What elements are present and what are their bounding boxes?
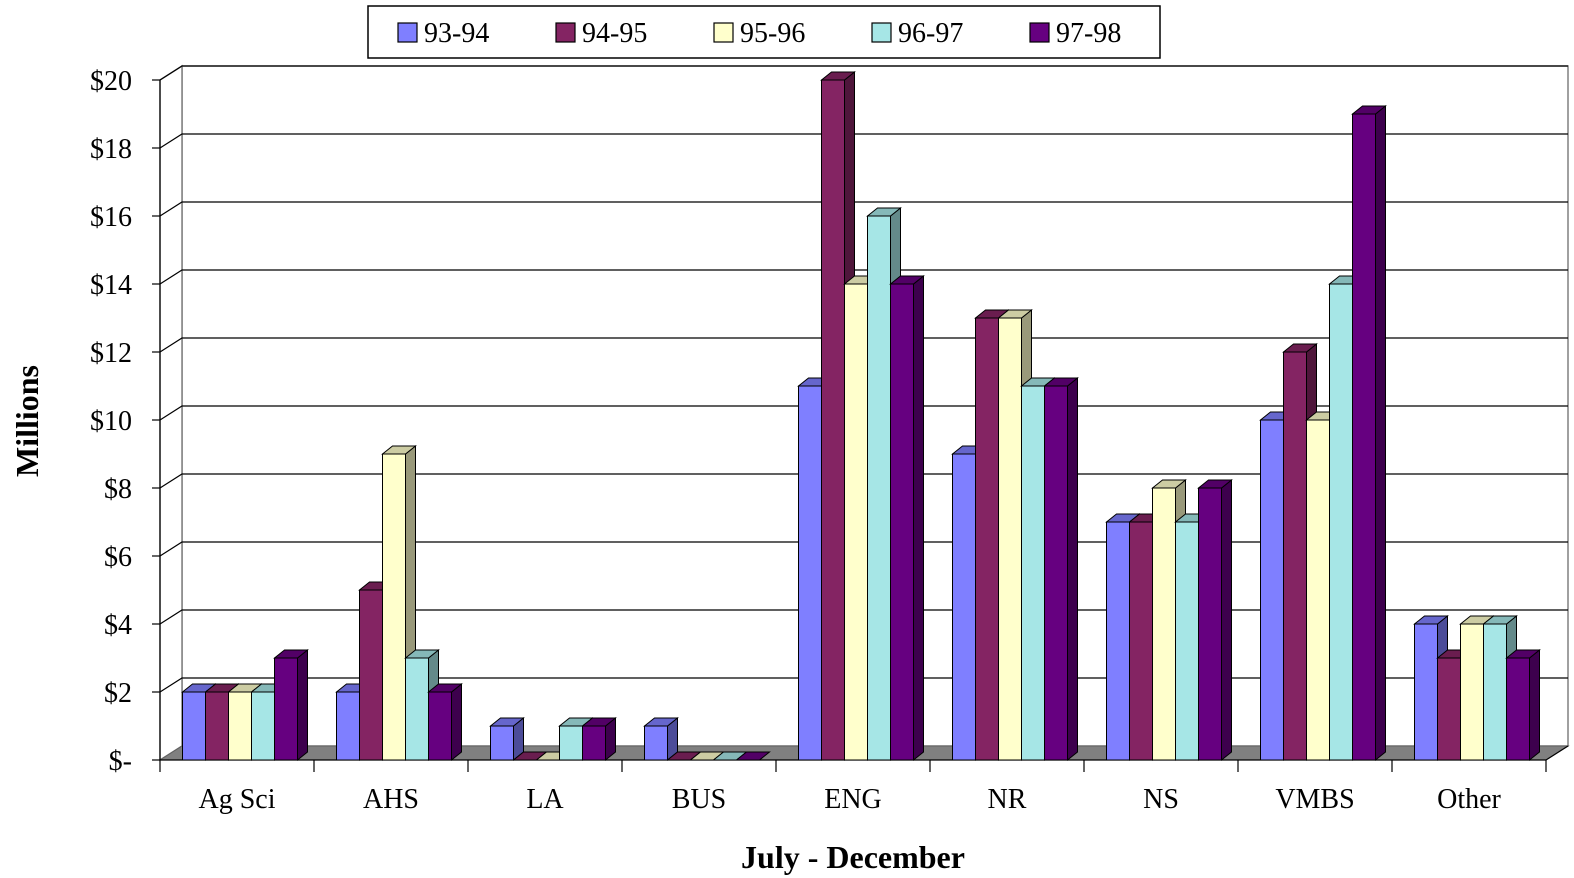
y-tick-label: $20 (90, 66, 132, 97)
legend-item: 93-94 (397, 18, 489, 49)
legend: 93-94 94-95 95-96 96-97 97-98 (367, 5, 1161, 59)
x-tick-label: ENG (824, 784, 882, 815)
x-tick-label: Other (1437, 784, 1501, 815)
floor-edge (1545, 745, 1569, 761)
gridline (159, 201, 1568, 217)
x-tick-label: NR (988, 784, 1027, 815)
gridline (159, 473, 1568, 489)
y-tick-label: $8 (104, 474, 132, 505)
legend-item: 97-98 (1029, 18, 1121, 49)
legend-box (367, 5, 1161, 59)
bars (181, 70, 1541, 762)
y-tick-label: $2 (104, 678, 132, 709)
bar (1351, 104, 1387, 762)
x-tick-label: AHS (363, 784, 419, 815)
y-tick-label: $18 (90, 134, 132, 165)
x-tick-label: NS (1143, 784, 1179, 815)
y-tick-label: $4 (104, 610, 132, 641)
gridline (159, 405, 1568, 421)
x-tick-label: LA (526, 784, 564, 815)
gridline (159, 269, 1568, 285)
y-tick-label: $14 (90, 270, 132, 301)
legend-swatch (713, 22, 734, 43)
x-tick-labels: Ag Sci AHS LA BUS ENG NR NS VMBS Other (199, 784, 1502, 815)
bar (1505, 648, 1541, 762)
gridline (159, 65, 1568, 81)
bar (273, 648, 309, 762)
y-tick-label: $10 (90, 406, 132, 437)
gridlines (159, 65, 1568, 693)
bar (489, 716, 525, 762)
legend-item: 96-97 (871, 18, 963, 49)
legend-label: 96-97 (898, 18, 963, 49)
legend-label: 93-94 (424, 18, 489, 49)
legend-swatch (397, 22, 418, 43)
bar (581, 716, 617, 762)
bar (889, 274, 925, 762)
y-axis-title: Millions (9, 365, 45, 477)
y-tick-label: $12 (90, 338, 132, 369)
x-tick-label: BUS (672, 784, 726, 815)
legend-label: 94-95 (582, 18, 647, 49)
legend-label: 95-96 (740, 18, 805, 49)
bar (735, 751, 771, 761)
y-tick-label: $- (109, 746, 132, 777)
y-tick-label: $16 (90, 202, 132, 233)
legend-swatch (555, 22, 576, 43)
legend-swatch (1029, 22, 1050, 43)
gridline (159, 337, 1568, 353)
bar (643, 716, 679, 762)
legend-label: 97-98 (1056, 18, 1121, 49)
x-tick-label: VMBS (1275, 784, 1354, 815)
y-tick-label: $6 (104, 542, 132, 573)
legend-item: 95-96 (713, 18, 805, 49)
legend-item: 94-95 (555, 18, 647, 49)
bar (1043, 376, 1079, 762)
y-tick-labels: $- $2 $4 $6 $8 $10 $12 $14 $16 $18 $20 (90, 66, 132, 777)
bar (427, 682, 463, 762)
bar (1197, 478, 1233, 762)
x-tick-label: Ag Sci (199, 784, 276, 815)
gridline (159, 133, 1568, 149)
x-axis-title: July - December (741, 839, 965, 875)
legend-swatch (871, 22, 892, 43)
